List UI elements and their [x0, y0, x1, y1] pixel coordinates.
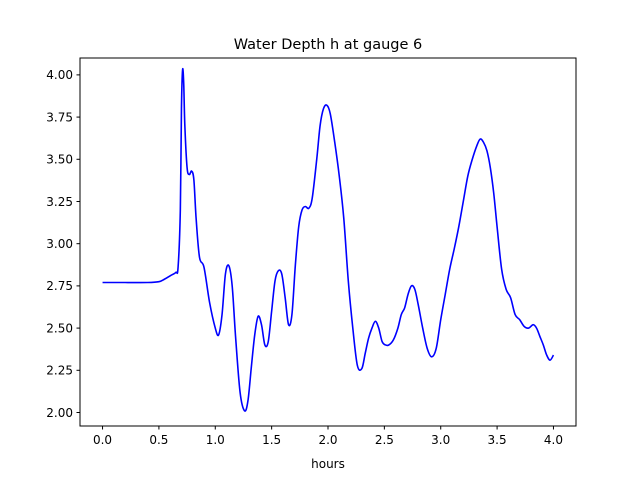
y-tick-label: 3.50 — [46, 153, 73, 167]
y-axis: 2.00 2.25 2.50 2.75 3.00 3.25 3.50 3.75 4.00 — [46, 68, 80, 420]
x-tick-label: 3.5 — [488, 433, 507, 447]
x-tick-label: 1.0 — [206, 433, 225, 447]
x-tick-label: 0.0 — [93, 433, 112, 447]
x-tick-label: 2.0 — [318, 433, 337, 447]
x-tick-label: 3.0 — [431, 433, 450, 447]
plot-area — [102, 68, 555, 412]
series-line — [102, 68, 555, 412]
x-tick-label: 1.5 — [262, 433, 281, 447]
y-tick-label: 3.25 — [46, 195, 73, 209]
x-axis: 0.0 0.5 1.0 1.5 2.0 2.5 3.0 3.5 4.0 — [93, 426, 563, 447]
y-tick-label: 2.25 — [46, 364, 73, 378]
chart-title: Water Depth h at gauge 6 — [234, 37, 422, 53]
y-tick-label: 2.75 — [46, 279, 73, 293]
y-tick-label: 3.75 — [46, 110, 73, 124]
y-tick-label: 4.00 — [46, 68, 73, 82]
axes-frame — [79, 57, 577, 427]
x-tick-label: 2.5 — [375, 433, 394, 447]
y-tick-label: 2.50 — [46, 321, 73, 335]
x-axis-label: hours — [311, 457, 345, 471]
x-tick-label: 4.0 — [544, 433, 563, 447]
y-tick-label: 2.00 — [46, 406, 73, 420]
x-tick-label: 0.5 — [149, 433, 168, 447]
y-tick-label: 3.00 — [46, 237, 73, 251]
